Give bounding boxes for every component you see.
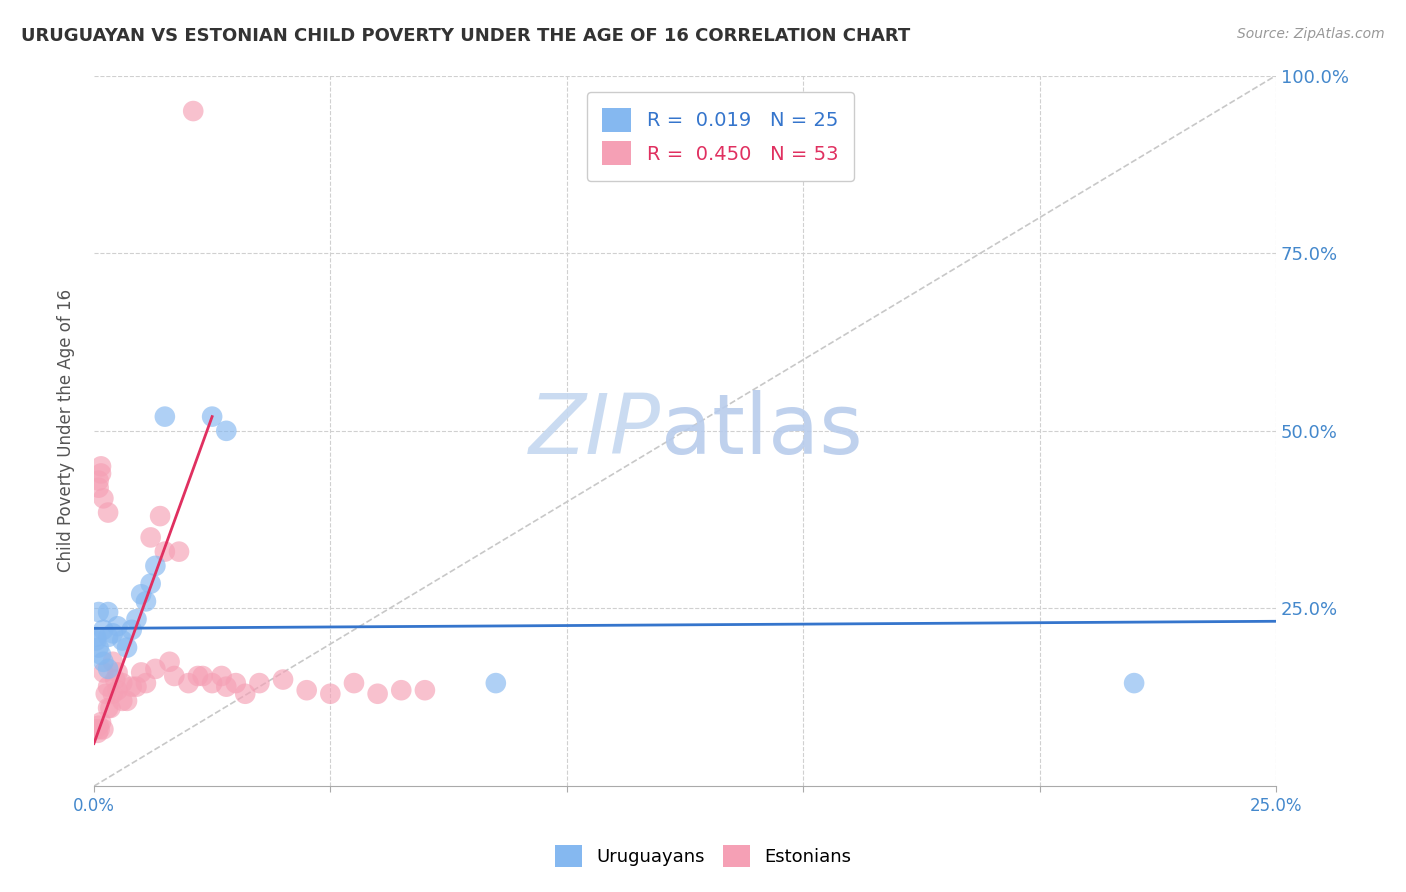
Point [101,655,124,669]
Point [111,633,134,648]
Point [121,680,143,694]
Point [187,669,209,683]
Point [115,694,138,708]
Point [129,665,152,680]
Point [145,558,167,573]
Point [413,683,436,698]
Point [101,626,124,640]
Point [87,474,110,488]
Point [343,676,366,690]
Point [93,623,115,637]
Y-axis label: Child Poverty Under the Age of 16: Child Poverty Under the Age of 16 [58,289,75,573]
Point [90,715,112,730]
Point [145,662,167,676]
Point [111,676,134,690]
Point [201,676,224,690]
Point [211,669,233,683]
Point [163,669,186,683]
Point [87,605,110,619]
Point [90,648,112,662]
Point [86,726,108,740]
Text: Source: ZipAtlas.com: Source: ZipAtlas.com [1237,27,1385,41]
Point [139,530,162,544]
Point [107,665,129,680]
Point [367,687,389,701]
Point [225,676,247,690]
Point [125,612,148,626]
Point [97,506,120,520]
Point [90,459,112,474]
Point [177,676,200,690]
Point [93,655,115,669]
Point [97,605,120,619]
Point [93,665,115,680]
Point [100,701,122,715]
Point [101,687,124,701]
Point [87,719,110,733]
Point [84,633,107,648]
Point [181,103,204,118]
Point [107,683,129,698]
Point [233,687,256,701]
Point [111,694,134,708]
Point [1123,676,1146,690]
Point [135,676,157,690]
Text: ZIP: ZIP [529,391,661,471]
Point [84,630,107,644]
Point [104,673,127,687]
Point [319,687,342,701]
Point [149,509,172,524]
Point [89,723,111,737]
Point [153,544,176,558]
Point [84,723,107,737]
Point [215,424,238,438]
Text: URUGUAYAN VS ESTONIAN CHILD POVERTY UNDER THE AGE OF 16 CORRELATION CHART: URUGUAYAN VS ESTONIAN CHILD POVERTY UNDE… [21,27,910,45]
Point [93,723,115,737]
Point [215,680,238,694]
Point [295,683,318,698]
Point [129,587,152,601]
Point [153,409,176,424]
Point [485,676,508,690]
Point [201,409,224,424]
Point [135,594,157,608]
Point [90,467,112,481]
Point [97,630,120,644]
Point [271,673,294,687]
Point [125,680,148,694]
Point [389,683,412,698]
Point [97,680,120,694]
Point [97,662,120,676]
Point [115,640,138,655]
Legend: Uruguayans, Estonians: Uruguayans, Estonians [547,838,859,874]
Point [93,491,115,506]
Point [97,701,120,715]
Point [139,576,162,591]
Point [191,669,214,683]
Point [107,619,129,633]
Point [167,544,190,558]
Point [87,481,110,495]
Point [249,676,271,690]
Point [94,687,117,701]
Point [159,655,181,669]
Point [87,640,110,655]
Point [121,623,143,637]
Legend: R =  0.019   N = 25, R =  0.450   N = 53: R = 0.019 N = 25, R = 0.450 N = 53 [586,93,853,180]
Text: atlas: atlas [661,391,863,471]
